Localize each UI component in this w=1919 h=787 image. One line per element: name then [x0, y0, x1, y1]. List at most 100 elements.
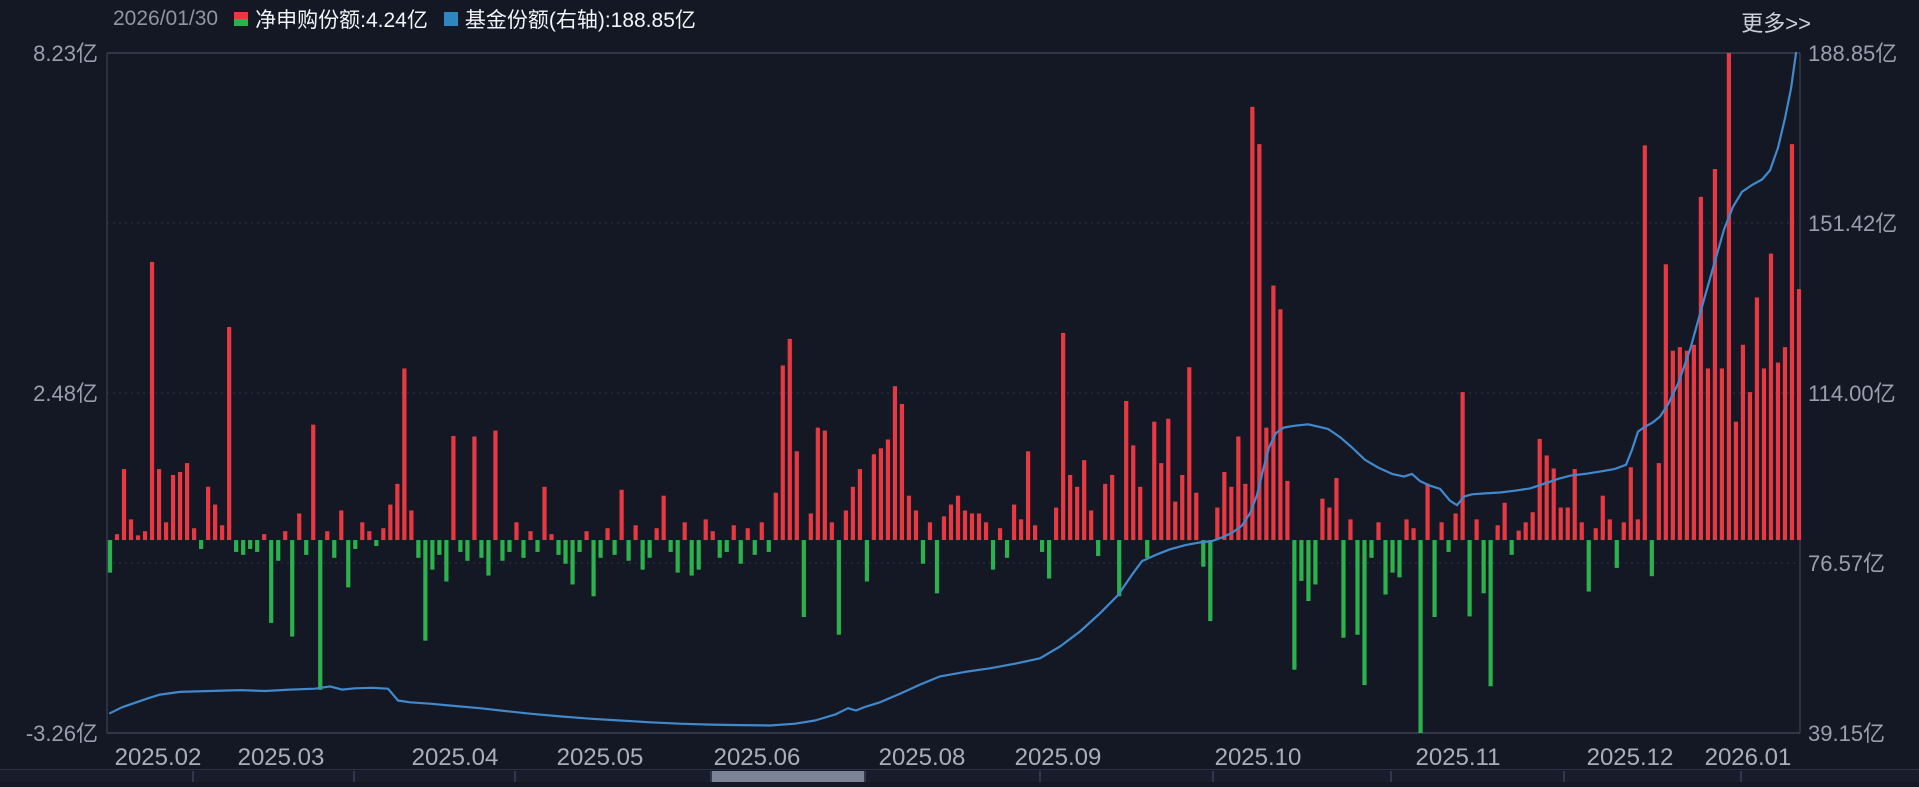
net-subscription-bar [619, 489, 624, 541]
net-subscription-bar [913, 510, 919, 541]
net-subscription-bar [752, 540, 757, 555]
net-subscription-bar [1768, 253, 1774, 541]
net-subscription-bar [1376, 522, 1381, 541]
net-subscription-bar [829, 522, 834, 541]
net-subscription-bar [1558, 507, 1563, 541]
net-subscription-bar [1236, 436, 1241, 541]
net-subscription-bar [507, 540, 512, 552]
net-subscription-bar [1418, 540, 1423, 733]
net-subscription-bar [1628, 467, 1633, 541]
net-subscription-bar [311, 424, 316, 541]
scrollbar-thumb[interactable] [710, 771, 864, 782]
net-subscription-bar [430, 540, 435, 570]
net-subscription-bar [1348, 519, 1353, 541]
net-subscription-bar [542, 486, 547, 541]
net-subscription-bar [163, 522, 169, 541]
net-subscription-bar [514, 522, 519, 541]
net-subscription-bar [451, 435, 456, 541]
legend-fund-shares[interactable]: 基金份额(右轴):188.85亿 [443, 4, 696, 34]
net-subscription-bar [1579, 522, 1584, 541]
net-subscription-bar [696, 540, 701, 570]
scrollbar-divider [864, 771, 866, 782]
net-subscription-bar [276, 540, 281, 561]
net-subscription-bar [360, 522, 365, 541]
bottom-scrollbar[interactable] [0, 769, 1919, 782]
net-subscription-bar [801, 540, 806, 618]
net-subscription-bar [1474, 519, 1479, 541]
net-subscription-bar [388, 504, 393, 541]
net-subscription-bar [1488, 540, 1493, 687]
net-subscription-bar [794, 451, 799, 541]
net-subscription-bar [1250, 106, 1255, 541]
net-subscription-bar [1145, 540, 1150, 558]
net-subscription-bar [381, 528, 386, 541]
net-subscription-bar [1502, 502, 1507, 541]
net-subscription-bar [1341, 540, 1346, 638]
net-subscription-bar [1586, 540, 1591, 592]
net-subscription-bar [1523, 522, 1528, 541]
net-subscription-bar [128, 519, 134, 541]
net-subscription-bar [717, 540, 722, 558]
net-subscription-bar [1607, 519, 1612, 541]
net-subscription-bar [248, 540, 253, 549]
more-link[interactable]: 更多>> [1741, 11, 1811, 36]
net-subscription-bar [976, 513, 982, 541]
scrollbar-divider [1740, 771, 1742, 782]
net-subscription-bar [710, 531, 715, 541]
net-subscription-bar [1719, 368, 1725, 541]
net-subscription-bar [997, 528, 1003, 541]
net-subscription-bar [703, 519, 708, 541]
net-subscription-bar [1327, 507, 1332, 541]
right-axis-tick-label: 151.42亿 [1808, 211, 1897, 236]
net-subscription-bar [220, 525, 225, 541]
net-subscription-bar [745, 528, 750, 541]
net-subscription-bar [290, 540, 295, 637]
fund-shares-line [108, 51, 1798, 727]
net-subscription-bar [647, 540, 652, 558]
net-subscription-bar [969, 513, 975, 541]
net-subscription-bar [332, 540, 337, 558]
net-subscription-bar [1222, 472, 1227, 541]
net-subscription-bar [962, 510, 968, 541]
split-red-green-square-icon [234, 12, 249, 26]
scrollbar-divider [1563, 771, 1565, 782]
net-subscription-bar [1390, 540, 1395, 573]
net-subscription-bar [1271, 285, 1276, 541]
legend-net-subscription[interactable]: 净申购份额:4.24亿 [234, 4, 428, 34]
net-subscription-bar [1677, 347, 1682, 541]
net-subscription-bar [156, 469, 162, 541]
net-subscription-bar [1698, 196, 1703, 541]
net-subscription-bar [1054, 507, 1059, 541]
net-subscription-bar [1656, 463, 1661, 541]
net-subscription-bar [1453, 513, 1458, 541]
x-axis-month-label: 2025.03 [238, 744, 325, 771]
net-subscription-bar [1411, 528, 1416, 541]
right-axis-tick-label: 188.85亿 [1808, 41, 1897, 66]
net-subscription-bar [213, 504, 218, 541]
net-subscription-bar [878, 448, 884, 541]
scrollbar-divider [1039, 771, 1041, 782]
net-subscription-bar [1033, 525, 1038, 541]
x-axis-month-label: 2025.11 [1416, 744, 1501, 771]
net-subscription-bar [269, 540, 274, 623]
net-subscription-bar [1754, 297, 1760, 541]
right-axis-tick-label: 39.15亿 [1808, 721, 1885, 746]
net-subscription-bar [1439, 522, 1444, 541]
net-subscription-bar [234, 540, 239, 552]
net-subscription-bar [731, 525, 736, 541]
net-subscription-bar [899, 403, 905, 541]
net-subscription-bar [843, 510, 848, 541]
net-subscription-bar [871, 454, 876, 541]
net-subscription-bar [458, 540, 463, 552]
net-subscription-bar [142, 531, 148, 541]
net-subscription-bar [822, 430, 827, 541]
net-subscription-bar [1138, 486, 1143, 541]
net-subscription-bar [170, 474, 176, 541]
net-subscription-bar [1733, 421, 1739, 541]
right-axis-tick-label: 76.57亿 [1808, 551, 1885, 576]
net-subscription-bar [1152, 421, 1157, 541]
net-subscription-bar [1117, 540, 1122, 597]
net-subscription-bar [1047, 540, 1052, 579]
